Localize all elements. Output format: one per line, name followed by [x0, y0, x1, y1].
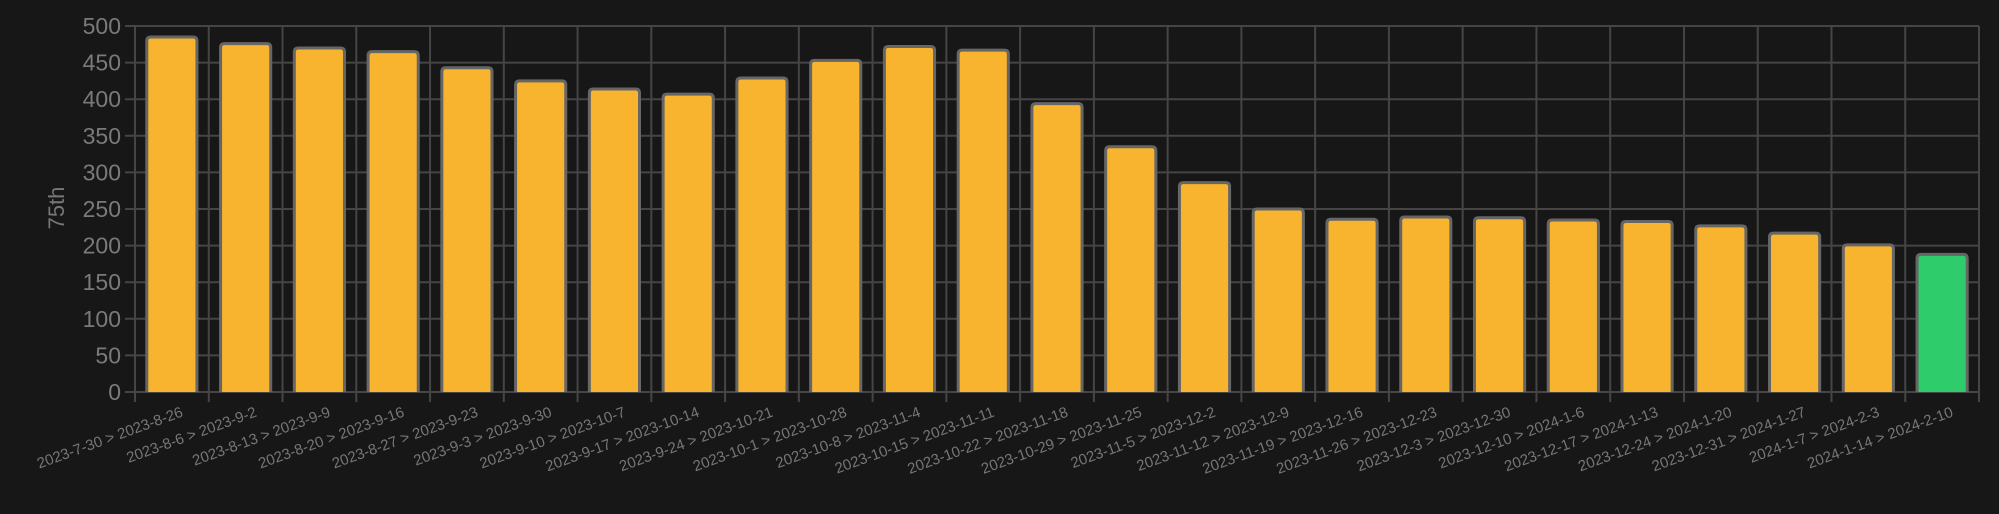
bar[interactable]: [1694, 224, 1748, 392]
y-tick-label: 200: [83, 233, 121, 259]
y-tick-label: 350: [83, 123, 121, 149]
bar[interactable]: [1251, 207, 1305, 392]
bar[interactable]: [1546, 218, 1600, 392]
y-tick-label: 500: [83, 13, 121, 39]
bar[interactable]: [514, 79, 568, 392]
y-tick-label: 450: [83, 50, 121, 76]
bar[interactable]: [1472, 216, 1527, 392]
bar[interactable]: [1325, 217, 1379, 392]
y-tick-label: 250: [83, 196, 121, 222]
bar[interactable]: [1104, 145, 1158, 392]
bar[interactable]: [661, 92, 715, 392]
y-tick-label: 150: [83, 269, 121, 295]
bar[interactable]: [1030, 102, 1084, 392]
bar[interactable]: [1841, 243, 1895, 392]
bars: [145, 35, 1969, 392]
y-axis: 0 50 100 150 200 250 300 350 400 450 500: [83, 13, 121, 405]
bar[interactable]: [292, 46, 346, 392]
bar-highlighted[interactable]: [1915, 252, 1969, 392]
bar[interactable]: [1177, 181, 1232, 392]
bar[interactable]: [145, 35, 199, 392]
bar[interactable]: [366, 50, 420, 392]
bar[interactable]: [1399, 215, 1453, 392]
y-tick-label: 100: [83, 306, 121, 332]
bar[interactable]: [587, 87, 642, 392]
bar[interactable]: [440, 66, 494, 392]
y-tick-label: 0: [108, 379, 121, 405]
y-tick-label: 300: [83, 159, 121, 185]
y-axis-label: 75th: [44, 187, 69, 230]
bar[interactable]: [809, 58, 863, 392]
bar[interactable]: [1620, 219, 1674, 392]
bar[interactable]: [882, 44, 937, 392]
bar[interactable]: [219, 42, 273, 392]
y-tick-label: 50: [95, 342, 121, 368]
bar[interactable]: [1768, 231, 1822, 392]
bar[interactable]: [735, 76, 789, 392]
y-tick-label: 400: [83, 86, 121, 112]
bar[interactable]: [956, 48, 1010, 392]
